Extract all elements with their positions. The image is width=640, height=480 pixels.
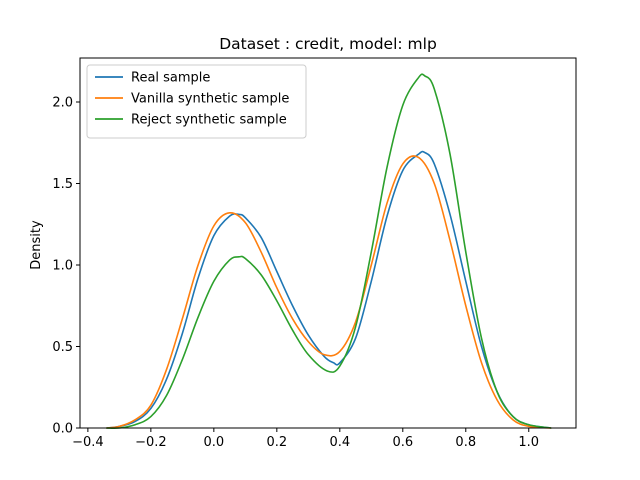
x-tick-label: −0.4 — [72, 435, 104, 450]
y-tick-label: 1.0 — [52, 259, 73, 274]
legend-entry-3: Reject synthetic sample — [131, 113, 287, 128]
x-tick-label: 0.6 — [392, 435, 413, 450]
x-tick-label: −0.2 — [135, 435, 167, 450]
x-tick-label: 0.4 — [329, 435, 350, 450]
legend-box — [86, 64, 307, 139]
legend-entry-2: Vanilla synthetic sample — [131, 92, 289, 107]
series-line-3 — [105, 73, 552, 430]
series-line-1 — [105, 150, 552, 429]
legend: Real sample Vanilla synthetic sample Rejec… — [86, 64, 307, 139]
y-tick-label: 0.5 — [52, 340, 73, 355]
y-tick-label: 0.0 — [52, 422, 73, 437]
legend-entry-1: Real sample — [131, 71, 210, 86]
x-tick-label: 1.0 — [518, 435, 539, 450]
x-axis: −0.4 −0.2 0.0 0.2 0.4 0.6 0.8 1.0 — [72, 428, 539, 450]
y-tick-label: 1.5 — [52, 177, 73, 192]
y-axis: 0.0 0.5 1.0 1.5 2.0 — [52, 96, 80, 437]
y-tick-label: 2.0 — [52, 96, 73, 111]
x-tick-label: 0.8 — [455, 435, 476, 450]
y-axis-label: Density — [29, 220, 44, 270]
chart-title: Dataset : credit, model: mlp — [219, 35, 437, 53]
series-line-2 — [105, 155, 552, 429]
x-tick-label: 0.0 — [203, 435, 224, 450]
plot-frame — [79, 57, 577, 429]
plot-area — [105, 73, 552, 430]
x-tick-label: 0.2 — [266, 435, 287, 450]
